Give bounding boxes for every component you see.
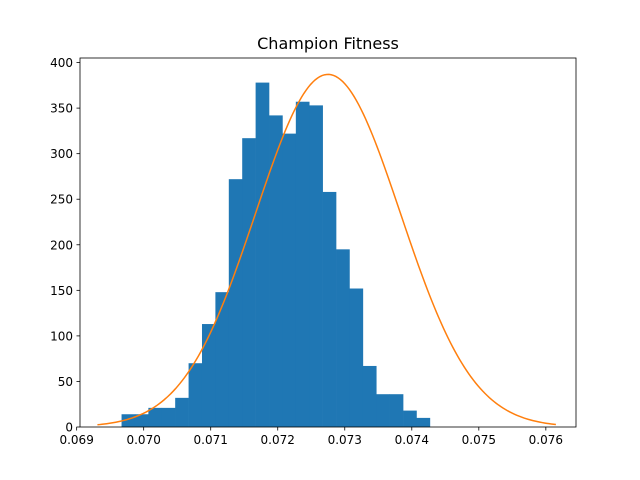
y-tick-label: 350 xyxy=(50,102,73,116)
y-tick-label: 50 xyxy=(58,375,73,389)
histogram-bar xyxy=(416,417,431,427)
histogram-bar xyxy=(188,363,203,427)
histogram-bar xyxy=(228,179,243,427)
x-tick-label: 0.076 xyxy=(529,433,563,447)
x-tick-label: 0.071 xyxy=(194,433,228,447)
histogram-bar xyxy=(309,105,323,427)
y-tick-label: 250 xyxy=(50,193,73,207)
x-tick-label: 0.072 xyxy=(261,433,295,447)
x-tick-label: 0.070 xyxy=(126,433,160,447)
axes: 0.069 0.070 0.071 0.072 0.073 0.074 0.075 0.076… xyxy=(50,56,577,447)
histogram-bar xyxy=(295,101,310,427)
histogram-bar xyxy=(403,410,417,427)
histogram-bars xyxy=(121,82,431,428)
histogram-bar xyxy=(255,82,270,427)
y-tick-label: 400 xyxy=(50,56,73,70)
histogram-bar xyxy=(322,191,337,427)
fit-curve-layer xyxy=(97,73,556,426)
x-tick-label: 0.074 xyxy=(395,433,429,447)
histogram-bar xyxy=(215,292,230,427)
histogram-bar xyxy=(134,414,149,427)
histogram-bar xyxy=(362,365,377,427)
histogram-bar xyxy=(269,115,283,428)
y-tick-label: 300 xyxy=(50,147,73,161)
x-tick-label: 0.069 xyxy=(59,433,93,447)
histogram-bar xyxy=(349,288,364,427)
histogram-bar xyxy=(336,249,350,427)
histogram-bar xyxy=(376,394,390,427)
plot-frame xyxy=(79,57,577,428)
histogram-bar xyxy=(201,324,216,427)
histogram-bar xyxy=(282,133,297,427)
y-tick-label: 200 xyxy=(50,238,73,252)
histogram-bar xyxy=(389,394,404,427)
chart-title: Champion Fitness xyxy=(257,34,399,53)
y-tick-label: 100 xyxy=(50,329,73,343)
normal-fit-curve xyxy=(97,73,556,426)
histogram-bar xyxy=(175,397,189,427)
histogram-bar xyxy=(161,407,176,427)
y-tick-label: 150 xyxy=(50,284,73,298)
histogram-bar xyxy=(148,407,163,427)
x-tick-label: 0.073 xyxy=(328,433,362,447)
x-tick-label: 0.075 xyxy=(462,433,496,447)
y-tick-label: 0 xyxy=(65,421,73,435)
histogram-bar xyxy=(242,138,256,427)
